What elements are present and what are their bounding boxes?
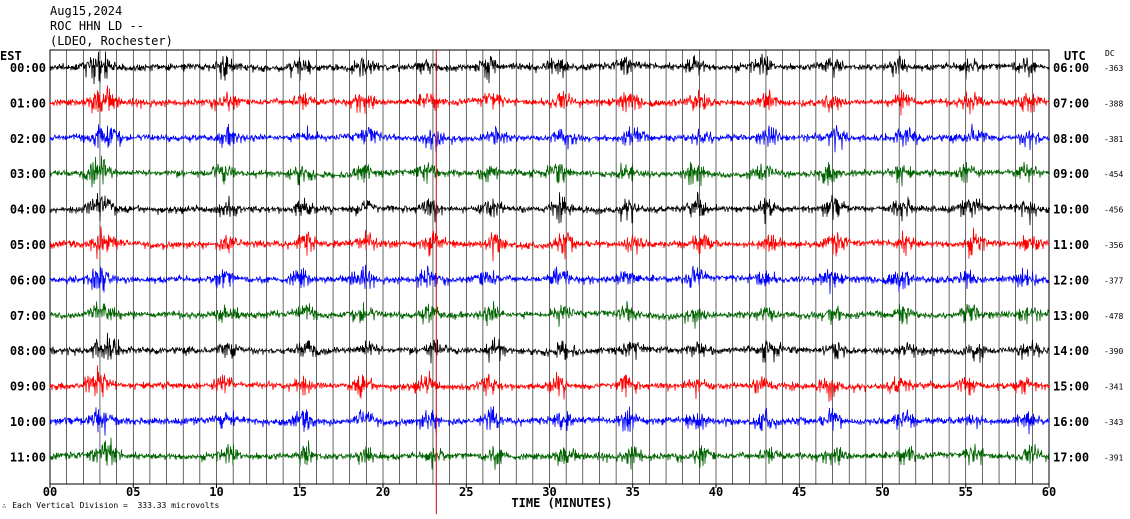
utc-hour-label: 07:00 bbox=[1053, 96, 1089, 110]
x-tick-label: 55 bbox=[959, 485, 973, 499]
utc-hour-label: 16:00 bbox=[1053, 415, 1089, 429]
footer-scale-text: Each Vertical Division = 333.33 microvol… bbox=[12, 501, 220, 510]
x-tick-label: 20 bbox=[376, 485, 390, 499]
est-hour-label: 01:00 bbox=[10, 96, 46, 110]
trace-row-0500 bbox=[49, 226, 1050, 262]
dc-offset-label: -343 bbox=[1104, 418, 1123, 427]
utc-hour-label: 15:00 bbox=[1053, 380, 1089, 394]
est-hour-label: 05:00 bbox=[10, 238, 46, 252]
est-hour-label: 07:00 bbox=[10, 309, 46, 323]
utc-hour-label: 14:00 bbox=[1053, 344, 1089, 358]
dc-offset-label: -390 bbox=[1104, 347, 1123, 356]
utc-hour-label: 12:00 bbox=[1053, 273, 1089, 287]
trace-row-0600 bbox=[49, 264, 1050, 295]
footer-symbol: ∴ bbox=[2, 502, 7, 510]
header-station: ROC HHN LD -- bbox=[50, 19, 144, 33]
dc-offset-label: -478 bbox=[1104, 312, 1123, 321]
x-tick-label: 25 bbox=[459, 485, 473, 499]
dc-header-label: DC bbox=[1105, 49, 1115, 58]
dc-offset-label: -391 bbox=[1104, 453, 1123, 462]
trace-row-0300 bbox=[49, 155, 1050, 188]
x-tick-label: 15 bbox=[293, 485, 307, 499]
dc-offset-label: -356 bbox=[1104, 241, 1123, 250]
est-hour-label: 03:00 bbox=[10, 167, 46, 181]
est-hour-label: 00:00 bbox=[10, 61, 46, 75]
utc-hour-label: 06:00 bbox=[1053, 61, 1089, 75]
utc-hour-label: 08:00 bbox=[1053, 132, 1089, 146]
x-tick-label: 40 bbox=[709, 485, 723, 499]
trace-row-0400 bbox=[49, 191, 1050, 226]
dc-offset-label: -377 bbox=[1104, 276, 1123, 285]
trace-row-0200 bbox=[49, 123, 1050, 153]
trace-row-0000 bbox=[49, 51, 1050, 85]
trace-row-0900 bbox=[49, 365, 1050, 402]
utc-hour-label: 09:00 bbox=[1053, 167, 1089, 181]
x-tick-label: 30 bbox=[542, 485, 556, 499]
est-hour-label: 04:00 bbox=[10, 203, 46, 217]
est-hour-label: 11:00 bbox=[10, 450, 46, 464]
trace-row-0800 bbox=[49, 332, 1050, 364]
utc-hour-label: 10:00 bbox=[1053, 203, 1089, 217]
x-tick-label: 05 bbox=[126, 485, 140, 499]
est-hour-label: 09:00 bbox=[10, 380, 46, 394]
utc-hour-label: 17:00 bbox=[1053, 450, 1089, 464]
est-hour-label: 08:00 bbox=[10, 344, 46, 358]
header-network: (LDEO, Rochester) bbox=[50, 34, 173, 48]
x-axis-label: TIME (MINUTES) bbox=[511, 496, 612, 510]
x-tick-label: 10 bbox=[209, 485, 223, 499]
est-hour-label: 06:00 bbox=[10, 273, 46, 287]
trace-row-1000 bbox=[49, 406, 1050, 436]
header-date: Aug15,2024 bbox=[50, 4, 123, 18]
trace-row-0700 bbox=[49, 300, 1050, 329]
dc-offset-label: -363 bbox=[1104, 64, 1123, 73]
trace-row-0100 bbox=[49, 85, 1050, 116]
dc-offset-label: -454 bbox=[1104, 170, 1123, 179]
x-tick-label: 35 bbox=[626, 485, 640, 499]
footer-scale-note: ∴ Each Vertical Division = 333.33 microvo… bbox=[2, 501, 219, 510]
x-tick-label: 45 bbox=[792, 485, 806, 499]
left-timezone-label: EST bbox=[0, 49, 22, 63]
x-tick-label: 50 bbox=[875, 485, 889, 499]
dc-offset-label: -388 bbox=[1104, 99, 1123, 108]
right-timezone-label: UTC bbox=[1064, 49, 1086, 63]
est-hour-label: 10:00 bbox=[10, 415, 46, 429]
x-tick-label: 00 bbox=[43, 485, 57, 499]
utc-hour-label: 11:00 bbox=[1053, 238, 1089, 252]
dc-offset-label: -456 bbox=[1104, 206, 1123, 215]
x-tick-label: 60 bbox=[1042, 485, 1056, 499]
est-hour-label: 02:00 bbox=[10, 132, 46, 146]
utc-hour-label: 13:00 bbox=[1053, 309, 1089, 323]
dc-offset-label: -341 bbox=[1104, 383, 1123, 392]
dc-offset-label: -381 bbox=[1104, 135, 1123, 144]
trace-row-1100 bbox=[49, 437, 1050, 470]
